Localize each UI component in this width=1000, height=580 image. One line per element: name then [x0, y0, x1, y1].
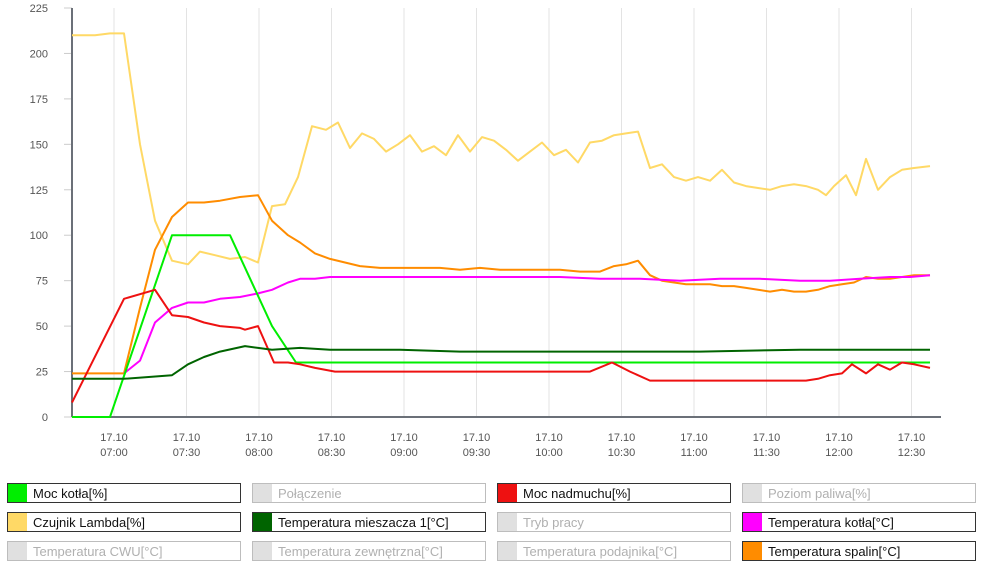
y-tick-label: 0	[42, 412, 48, 424]
legend-item-temperatura-podajnika[interactable]: Temperatura podajnika[°C]	[497, 541, 731, 561]
legend-item-polaczenie[interactable]: Połączenie	[252, 483, 486, 503]
legend-swatch	[498, 513, 517, 531]
y-tick-label: 75	[36, 276, 48, 288]
legend-item-temperatura-spalin[interactable]: Temperatura spalin[°C]	[742, 541, 976, 561]
x-tick-label: 17.10	[318, 432, 346, 444]
x-tick-label: 12:30	[898, 447, 926, 459]
legend-label: Temperatura spalin[°C]	[768, 543, 901, 559]
x-tick-label: 08:30	[318, 447, 346, 459]
legend-swatch	[743, 484, 762, 502]
x-tick-label: 10:00	[535, 447, 563, 459]
y-tick-label: 175	[30, 94, 48, 106]
x-tick-label: 09:00	[390, 447, 418, 459]
x-tick-label: 17.10	[825, 432, 853, 444]
legend-item-temperatura-mieszacza[interactable]: Temperatura mieszacza 1[°C]	[252, 512, 486, 532]
legend-label: Moc kotła[%]	[33, 485, 108, 501]
legend-item-czujnik-lambda[interactable]: Czujnik Lambda[%]	[7, 512, 241, 532]
x-tick-label: 07:00	[100, 447, 128, 459]
legend-item-temperatura-cwu[interactable]: Temperatura CWU[°C]	[7, 541, 241, 561]
x-tick-label: 12:00	[825, 447, 853, 459]
legend-swatch	[743, 513, 762, 531]
series-line	[72, 234, 930, 418]
legend-swatch	[743, 542, 762, 560]
x-tick-label: 17.10	[535, 432, 563, 444]
series-line	[71, 288, 931, 403]
y-tick-label: 225	[30, 3, 48, 15]
series-lines	[71, 32, 931, 418]
legend-swatch	[8, 484, 27, 502]
legend-label: Tryb pracy	[523, 514, 584, 530]
legend-label: Czujnik Lambda[%]	[33, 514, 145, 530]
x-tick-label: 17.10	[463, 432, 491, 444]
x-tick-label: 17.10	[753, 432, 781, 444]
y-axis: 0 25 50 75 100 125 150 175 200 225	[30, 3, 73, 424]
y-tick-label: 100	[30, 230, 48, 242]
legend-item-tryb-pracy[interactable]: Tryb pracy	[497, 512, 731, 532]
x-tick-label: 17.10	[245, 432, 273, 444]
legend-item-temperatura-zewnetrzna[interactable]: Temperatura zewnętrzna[°C]	[252, 541, 486, 561]
legend-label: Temperatura kotła[°C]	[768, 514, 894, 530]
y-tick-label: 125	[30, 185, 48, 197]
x-tick-label: 08:00	[245, 447, 273, 459]
legend-swatch	[498, 484, 517, 502]
x-tick-label: 11:00	[681, 447, 708, 459]
x-tick-label: 17.10	[173, 432, 201, 444]
vertical-gridlines	[113, 8, 912, 417]
legend-swatch	[8, 513, 27, 531]
x-tick-label: 10:30	[608, 447, 636, 459]
x-tick-label: 17.10	[608, 432, 636, 444]
x-tick-label: 07:30	[173, 447, 201, 459]
legend-item-poziom-paliwa[interactable]: Poziom paliwa[%]	[742, 483, 976, 503]
series-line	[72, 345, 930, 380]
x-tick-label: 17.10	[680, 432, 708, 444]
x-tick-label: 17.10	[100, 432, 128, 444]
legend-label: Temperatura podajnika[°C]	[523, 543, 678, 559]
legend-label: Temperatura CWU[°C]	[33, 543, 163, 559]
legend-label: Poziom paliwa[%]	[768, 485, 871, 501]
legend-swatch	[253, 542, 272, 560]
x-tick-label: 11:30	[753, 447, 780, 459]
x-tick-label: 17.10	[898, 432, 926, 444]
legend-swatch	[498, 542, 517, 560]
y-tick-label: 150	[30, 139, 48, 151]
legend-swatch	[8, 542, 27, 560]
x-tick-label: 17.10	[390, 432, 418, 444]
x-axis: 17.10 07:00 17.10 07:30 17.10 08:00 17.10 08:30…	[72, 416, 941, 459]
legend-item-moc-kotla[interactable]: Moc kotła[%]	[7, 483, 241, 503]
y-tick-label: 200	[30, 48, 48, 60]
x-tick-label: 09:30	[463, 447, 491, 459]
series-line	[123, 274, 931, 375]
legend-item-moc-nadmuchu[interactable]: Moc nadmuchu[%]	[497, 483, 731, 503]
legend-label: Temperatura mieszacza 1[°C]	[278, 514, 449, 530]
legend-swatch	[253, 513, 272, 531]
legend-label: Połączenie	[278, 485, 342, 501]
series-line	[72, 32, 931, 266]
y-tick-label: 50	[36, 321, 48, 333]
legend-label: Moc nadmuchu[%]	[523, 485, 631, 501]
series-line	[72, 194, 930, 375]
legend-label: Temperatura zewnętrzna[°C]	[278, 543, 443, 559]
legend-swatch	[253, 484, 272, 502]
y-tick-label: 25	[36, 367, 48, 379]
legend-item-temperatura-kotla[interactable]: Temperatura kotła[°C]	[742, 512, 976, 532]
